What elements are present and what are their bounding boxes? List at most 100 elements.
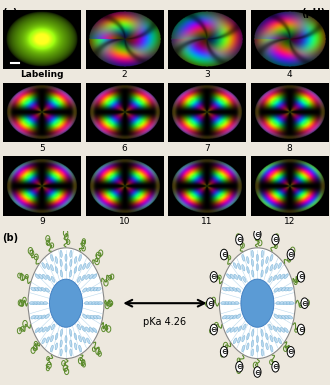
Text: ⊖: ⊖: [207, 299, 214, 308]
Ellipse shape: [278, 288, 282, 291]
Ellipse shape: [85, 327, 89, 332]
Ellipse shape: [278, 338, 281, 344]
Ellipse shape: [86, 338, 90, 344]
Ellipse shape: [226, 328, 231, 332]
Ellipse shape: [256, 336, 258, 343]
Ellipse shape: [285, 287, 289, 291]
Ellipse shape: [284, 328, 288, 332]
Ellipse shape: [60, 259, 62, 266]
Ellipse shape: [37, 315, 42, 319]
Ellipse shape: [43, 274, 47, 280]
Ellipse shape: [289, 302, 294, 305]
Ellipse shape: [77, 324, 81, 330]
Circle shape: [210, 324, 217, 335]
Ellipse shape: [43, 302, 48, 305]
Ellipse shape: [60, 250, 62, 258]
Ellipse shape: [286, 302, 291, 305]
Ellipse shape: [55, 256, 58, 263]
Ellipse shape: [251, 270, 254, 277]
Ellipse shape: [93, 274, 97, 279]
Text: Labeling: Labeling: [20, 70, 64, 79]
Text: 6: 6: [122, 144, 127, 152]
Ellipse shape: [251, 250, 254, 258]
Ellipse shape: [86, 315, 91, 319]
Text: ⊖: ⊖: [301, 299, 308, 308]
Circle shape: [220, 249, 228, 260]
Text: ⊖: ⊖: [298, 325, 304, 334]
Text: ⊖: ⊖: [254, 230, 261, 239]
Ellipse shape: [70, 270, 72, 277]
Ellipse shape: [269, 276, 272, 282]
Text: ⊖: ⊖: [287, 250, 294, 259]
Ellipse shape: [41, 288, 46, 291]
Ellipse shape: [277, 327, 281, 332]
Ellipse shape: [270, 254, 273, 261]
Circle shape: [219, 248, 295, 358]
Ellipse shape: [222, 315, 227, 319]
Text: ⊖: ⊖: [236, 235, 243, 244]
Ellipse shape: [82, 314, 87, 318]
Ellipse shape: [50, 335, 53, 342]
Text: 3: 3: [204, 70, 210, 79]
Ellipse shape: [51, 276, 55, 282]
Ellipse shape: [82, 288, 87, 292]
Ellipse shape: [226, 274, 231, 279]
Ellipse shape: [41, 315, 46, 319]
Ellipse shape: [261, 259, 263, 266]
Ellipse shape: [222, 287, 227, 291]
Ellipse shape: [230, 274, 234, 279]
Ellipse shape: [82, 326, 85, 331]
Text: ⊖: ⊖: [221, 347, 227, 357]
Ellipse shape: [77, 276, 81, 282]
Ellipse shape: [55, 333, 58, 340]
Text: ⊖: ⊖: [254, 368, 261, 377]
Ellipse shape: [29, 302, 34, 305]
Circle shape: [236, 234, 243, 245]
Ellipse shape: [82, 263, 86, 270]
Ellipse shape: [34, 287, 39, 291]
Ellipse shape: [82, 275, 85, 281]
Ellipse shape: [60, 340, 62, 347]
Text: ⊖: ⊖: [236, 362, 243, 371]
Ellipse shape: [70, 340, 72, 347]
Ellipse shape: [98, 302, 103, 305]
Ellipse shape: [251, 329, 254, 336]
Circle shape: [254, 367, 261, 377]
Ellipse shape: [225, 287, 230, 291]
Ellipse shape: [89, 274, 93, 279]
Ellipse shape: [79, 254, 82, 261]
Ellipse shape: [256, 254, 258, 261]
Ellipse shape: [221, 302, 226, 305]
Ellipse shape: [229, 315, 233, 319]
Ellipse shape: [232, 315, 237, 319]
Ellipse shape: [70, 259, 72, 266]
Text: 5: 5: [39, 144, 45, 152]
Circle shape: [28, 248, 104, 358]
Ellipse shape: [93, 287, 98, 291]
Ellipse shape: [31, 287, 36, 291]
Ellipse shape: [274, 263, 278, 270]
Ellipse shape: [278, 315, 282, 319]
Ellipse shape: [274, 288, 279, 292]
Ellipse shape: [65, 345, 67, 352]
Ellipse shape: [79, 335, 82, 342]
Ellipse shape: [93, 315, 98, 319]
Ellipse shape: [234, 274, 238, 280]
Ellipse shape: [230, 327, 234, 332]
Ellipse shape: [242, 264, 245, 271]
Ellipse shape: [35, 302, 40, 305]
Ellipse shape: [42, 338, 46, 344]
Ellipse shape: [74, 343, 77, 350]
Text: (a): (a): [2, 8, 17, 18]
Ellipse shape: [86, 263, 90, 268]
Ellipse shape: [227, 302, 232, 305]
Ellipse shape: [288, 315, 293, 319]
Ellipse shape: [60, 329, 62, 336]
Ellipse shape: [70, 349, 72, 356]
Ellipse shape: [276, 302, 281, 305]
Ellipse shape: [42, 263, 46, 268]
Ellipse shape: [288, 287, 293, 291]
Circle shape: [287, 249, 294, 260]
Ellipse shape: [243, 276, 246, 282]
Ellipse shape: [269, 324, 272, 330]
